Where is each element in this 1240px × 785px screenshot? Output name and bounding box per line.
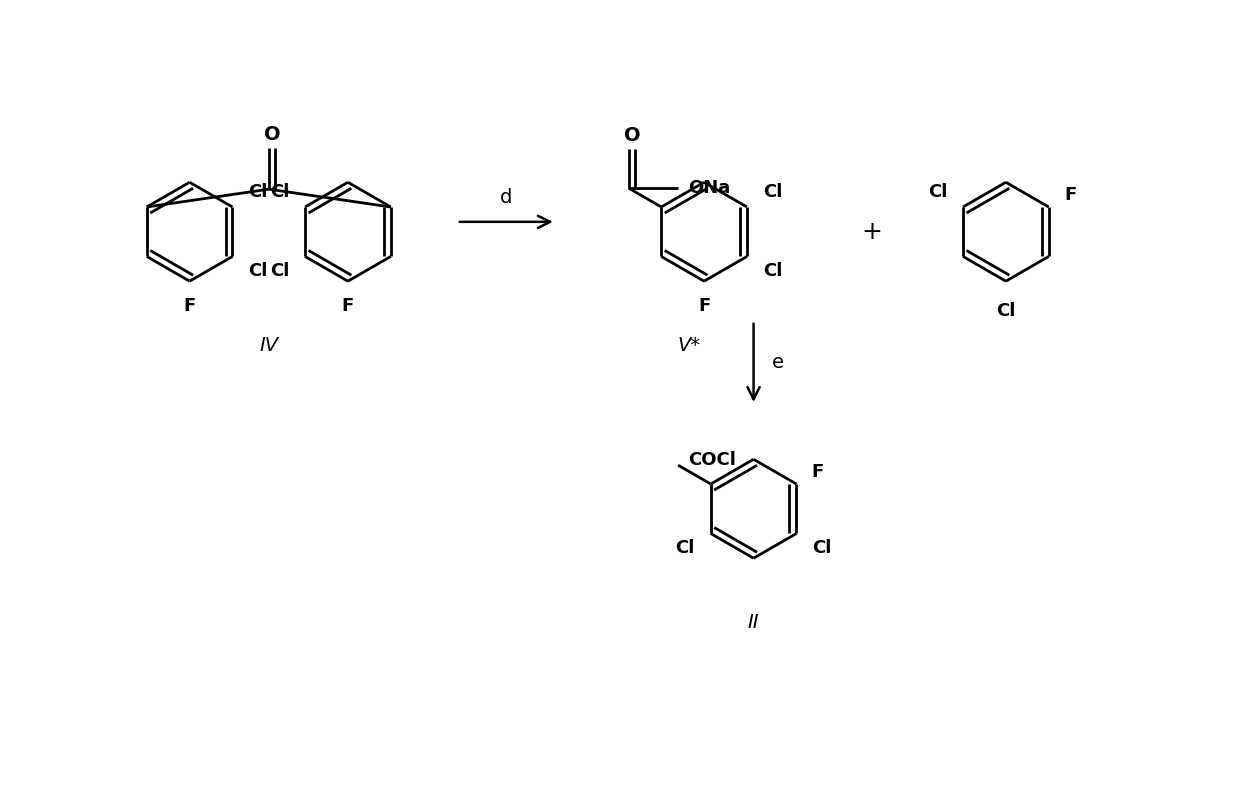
Text: F: F (184, 297, 196, 315)
Text: Cl: Cl (763, 183, 782, 201)
Text: COCl: COCl (688, 451, 735, 469)
Text: Cl: Cl (248, 183, 268, 201)
Text: O: O (624, 126, 640, 145)
Text: Cl: Cl (269, 262, 289, 280)
Text: Cl: Cl (248, 262, 268, 280)
Text: F: F (698, 297, 711, 315)
Text: Cl: Cl (676, 539, 694, 557)
Text: II: II (748, 613, 759, 632)
Text: IV: IV (259, 336, 278, 355)
Text: d: d (500, 188, 512, 206)
Text: Cl: Cl (269, 183, 289, 201)
Text: F: F (812, 462, 823, 480)
Text: O: O (264, 126, 280, 144)
Text: Cl: Cl (996, 302, 1016, 319)
Text: F: F (342, 297, 355, 315)
Text: Cl: Cl (763, 262, 782, 280)
Text: e: e (773, 353, 785, 372)
Text: ONa: ONa (688, 179, 730, 197)
Text: Cl: Cl (928, 183, 947, 201)
Text: F: F (1064, 185, 1076, 203)
Text: V*: V* (678, 336, 701, 355)
Text: Cl: Cl (812, 539, 832, 557)
Text: +: + (862, 220, 883, 243)
